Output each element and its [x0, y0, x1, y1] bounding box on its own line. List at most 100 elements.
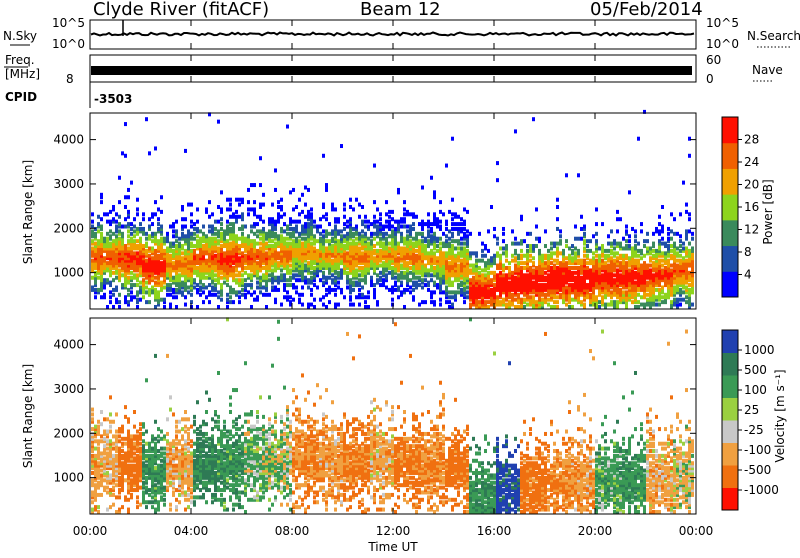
power-cell: [289, 227, 292, 231]
power-cell: [373, 232, 376, 236]
power-cell: [295, 273, 298, 277]
power-cell: [397, 285, 400, 289]
power-cell: [556, 246, 559, 250]
power-cell: [649, 268, 652, 272]
power-cell: [238, 290, 241, 294]
power-cell: [688, 288, 691, 292]
power-cell: [607, 254, 610, 258]
power-cell: [262, 273, 265, 277]
power-cell: [301, 210, 304, 214]
power-cell: [622, 237, 625, 241]
power-cell: [487, 229, 490, 233]
power-cell: [553, 300, 556, 304]
power-cell: [580, 215, 583, 219]
power-cell: [355, 198, 358, 202]
velocity-cell: [100, 473, 103, 477]
power-cell: [490, 288, 493, 292]
power-cell: [442, 251, 445, 255]
power-cell: [535, 300, 538, 304]
power-cell: [208, 229, 211, 233]
power-cell: [577, 266, 580, 270]
power-cell: [583, 232, 586, 236]
power-cell: [451, 290, 454, 294]
power-cell: [331, 203, 334, 207]
power-cell: [193, 227, 196, 231]
power-cell: [145, 232, 148, 236]
power-cell: [583, 225, 586, 229]
power-cell: [427, 229, 430, 233]
power-cell: [616, 300, 619, 304]
power-cell: [241, 212, 244, 216]
power-cell: [349, 295, 352, 299]
power-cell: [250, 229, 253, 233]
velocity-cell: [100, 469, 103, 473]
power-cell: [100, 232, 103, 236]
power-cell: [151, 232, 154, 236]
power-cell: [511, 229, 514, 233]
power-cell: [607, 303, 610, 307]
velocity-cell: [112, 454, 115, 458]
velocity-cell: [94, 425, 97, 429]
power-cell: [496, 161, 499, 165]
power-cell: [118, 229, 121, 233]
velocity-cell: [91, 454, 94, 458]
power-cell: [607, 249, 610, 253]
power-cell: [298, 293, 301, 297]
velocity-cell: [103, 430, 106, 434]
power-cell: [523, 239, 526, 243]
velocity-cell: [103, 444, 106, 448]
power-cell: [157, 290, 160, 294]
velocity-cell: [115, 483, 118, 487]
power-cell: [148, 217, 151, 221]
power-cell: [367, 225, 370, 229]
power-cell: [670, 300, 673, 304]
power-cell: [424, 237, 427, 241]
power-cell: [460, 217, 463, 221]
power-cell: [529, 259, 532, 263]
power-cell: [454, 222, 457, 226]
velocity-cell: [118, 495, 121, 499]
power-cell: [637, 259, 640, 263]
power-cell: [646, 239, 649, 243]
power-cell: [343, 234, 346, 238]
power-cell: [628, 244, 631, 248]
power-cell: [463, 220, 466, 224]
velocity-cell: [121, 442, 124, 446]
power-cell: [280, 205, 283, 209]
velocity-cell: [139, 432, 142, 436]
power-cell: [97, 222, 100, 226]
power-cell: [97, 288, 100, 292]
power-cell: [127, 288, 130, 292]
power-cell: [574, 225, 577, 229]
power-cell: [130, 237, 133, 241]
velocity-cell: [103, 417, 106, 421]
power-cell: [403, 288, 406, 292]
power-cell: [103, 293, 106, 297]
power-cell: [679, 259, 682, 263]
power-cell: [625, 239, 628, 243]
power-cell: [544, 254, 547, 258]
power-cell: [193, 222, 196, 226]
power-cell: [349, 303, 352, 307]
power-cell: [634, 239, 637, 243]
power-cell: [460, 281, 463, 285]
velocity-cell: [109, 425, 112, 429]
power-cell: [466, 295, 469, 299]
power-cell: [613, 300, 616, 304]
power-cell: [286, 278, 289, 282]
power-cell: [649, 246, 652, 250]
power-cell: [163, 298, 166, 302]
power-cell: [622, 254, 625, 258]
power-cell: [421, 232, 424, 236]
power-cell: [427, 220, 430, 224]
power-cell: [379, 217, 382, 221]
power-cell: [136, 212, 139, 216]
power-cell: [214, 232, 217, 236]
power-cell: [283, 283, 286, 287]
power-cell: [469, 232, 472, 236]
velocity-cell: [118, 434, 121, 438]
power-cell: [487, 249, 490, 253]
power-cell: [679, 244, 682, 248]
velocity-cell: [121, 461, 124, 465]
power-cell: [670, 244, 673, 248]
